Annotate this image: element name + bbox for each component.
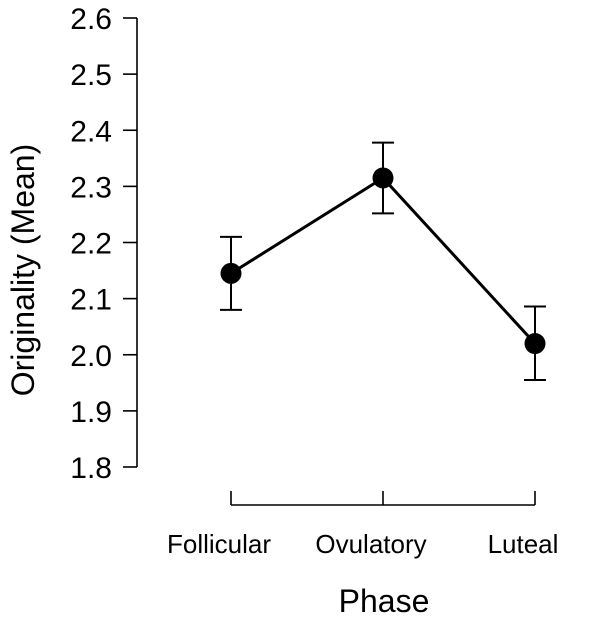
x-tick-label: Luteal	[488, 529, 559, 559]
y-axis-title: Originality (Mean)	[5, 144, 41, 397]
x-tick-label: Follicular	[167, 529, 271, 559]
x-tick-label: Ovulatory	[315, 529, 426, 559]
y-tick-label: 1.8	[70, 452, 112, 485]
y-tick-label: 1.9	[70, 396, 112, 429]
y-tick-label: 2.4	[70, 115, 112, 148]
y-axis: 1.8 1.9 2.0 2.1 2.2 2.3 2.4 2.5 2.6	[70, 3, 138, 485]
x-axis: Follicular Ovulatory Luteal	[167, 491, 558, 559]
y-tick-label: 2.6	[70, 3, 112, 36]
y-tick-label: 2.2	[70, 228, 112, 261]
x-axis-title: Phase	[339, 583, 430, 619]
y-tick-label: 2.0	[70, 340, 112, 373]
y-tick-label: 2.1	[70, 284, 112, 317]
plot-area	[220, 141, 546, 382]
data-point	[524, 333, 546, 355]
y-tick-label: 2.3	[70, 171, 112, 204]
data-point	[220, 262, 242, 284]
y-tick-label: 2.5	[70, 59, 112, 92]
data-point	[372, 167, 394, 189]
